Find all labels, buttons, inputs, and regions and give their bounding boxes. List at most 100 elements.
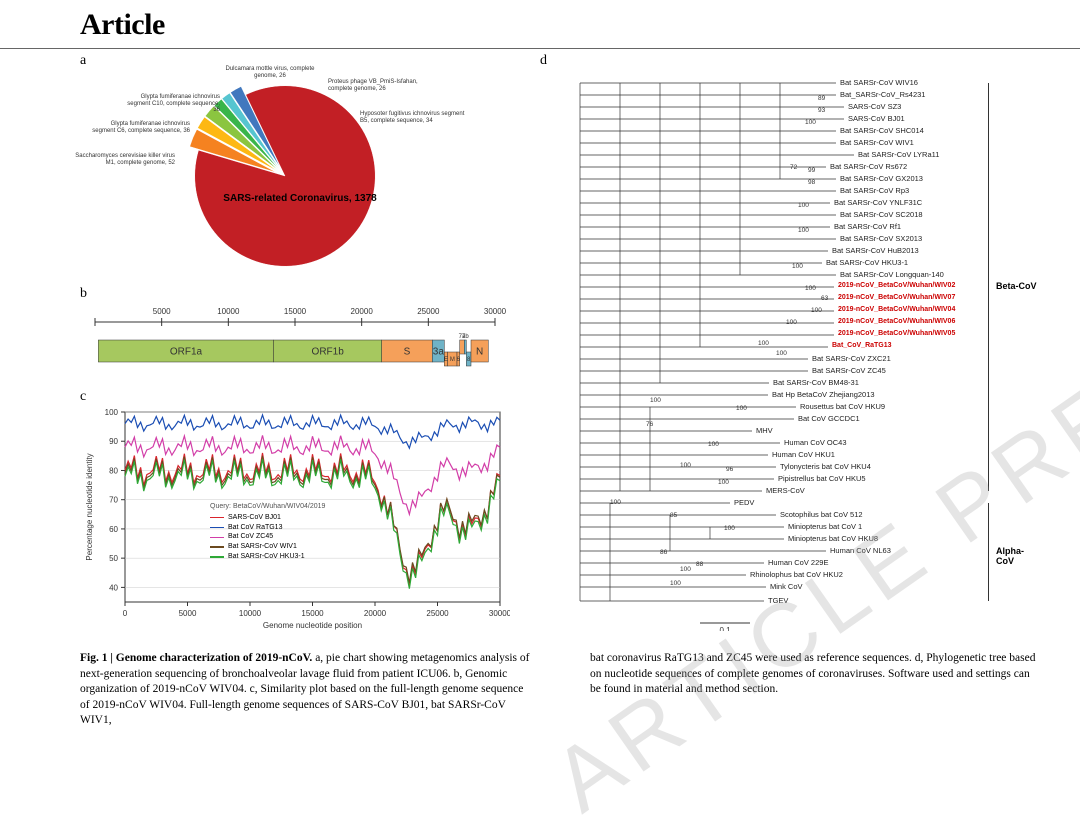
tree-taxon: 2019-nCoV_BetaCoV/Wuhan/WIV06 — [838, 318, 955, 325]
similarity-plot: 4050607080901000500010000150002000025000… — [80, 407, 520, 632]
svg-text:90: 90 — [109, 437, 118, 446]
tree-bootstrap: 93 — [818, 107, 825, 114]
pie-label-5: Proteus phage VB_PmiS-Isfahan, complete … — [328, 79, 428, 92]
svg-text:Percentage nucleotide identity: Percentage nucleotide identity — [85, 453, 94, 560]
tree-bootstrap: 86 — [660, 549, 667, 556]
svg-text:E: E — [444, 357, 448, 363]
tree-taxon: Bat SARSr-CoV YNLF31C — [834, 198, 922, 207]
tree-bootstrap: 100 — [798, 202, 809, 209]
tree-taxon: Human CoV 229E — [768, 558, 828, 567]
tree-taxon: Bat SARSr-CoV WIV1 — [840, 138, 914, 147]
phylo-tree: 0.1 Bat SARSr-CoV WIV16Bat_SARSr-CoV_Rs4… — [540, 71, 1040, 641]
svg-text:70: 70 — [109, 496, 118, 505]
tree-taxon: 2019-nCoV_BetaCoV/Wuhan/WIV05 — [838, 330, 955, 337]
genome-map: 50001000015000200002500030000ORF1aORF1bS… — [80, 304, 520, 389]
tree-taxon: Bat_CoV_RaTG13 — [832, 342, 892, 349]
pie-main-label: SARS-related Coronavirus, 1378 — [210, 193, 390, 204]
tree-taxon: Bat SARSr-CoV BM48-31 — [773, 378, 859, 387]
svg-text:100: 100 — [105, 408, 119, 417]
svg-text:30000: 30000 — [489, 609, 510, 618]
svg-text:60: 60 — [109, 525, 118, 534]
svg-text:10000: 10000 — [217, 307, 240, 316]
tree-taxon: Mink CoV — [770, 582, 803, 591]
tree-taxon: TGEV — [768, 596, 788, 605]
tree-bootstrap: 72 — [790, 164, 797, 171]
panel-b-label: b — [80, 286, 520, 302]
legend-row: Bat CoV RaTG13 — [210, 523, 325, 533]
tree-bootstrap: 100 — [670, 580, 681, 587]
svg-text:15000: 15000 — [301, 609, 324, 618]
tree-taxon: Rousettus bat CoV HKU9 — [800, 402, 885, 411]
legend-row: Bat CoV ZC45 — [210, 532, 325, 542]
tree-taxon: Pipistrellus bat CoV HKU5 — [778, 474, 866, 483]
tree-taxon: Bat SARSr-CoV Rp3 — [840, 186, 909, 195]
pie-label-3: Glypta fumiferanae ichnovirus segment C1… — [120, 94, 220, 114]
tree-taxon: Miniopterus bat CoV HKU8 — [788, 534, 878, 543]
tree-taxon: Miniopterus bat CoV 1 — [788, 522, 862, 531]
svg-text:Genome nucleotide position: Genome nucleotide position — [263, 621, 362, 630]
tree-taxon: Bat SARSr-CoV Longquan-140 — [840, 270, 944, 279]
svg-text:25000: 25000 — [417, 307, 440, 316]
svg-text:M: M — [450, 357, 455, 363]
tree-taxon: 2019-nCoV_BetaCoV/Wuhan/WIV04 — [838, 306, 955, 313]
tree-taxon: Bat SARSr-CoV LYRa11 — [858, 150, 939, 159]
tree-taxon: MHV — [756, 426, 773, 435]
tree-bootstrap: 96 — [726, 466, 733, 473]
tree-taxon: Bat SARSr-CoV SC2018 — [840, 210, 923, 219]
legend-query: Query: BetaCoV/Wuhan/WIV04/2019 — [210, 502, 325, 512]
tree-taxon: Tylonycteris bat CoV HKU4 — [780, 462, 871, 471]
legend-row: Bat SARSr-CoV HKU3-1 — [210, 552, 325, 562]
caption-right: bat coronavirus RaTG13 and ZC45 were use… — [590, 652, 1035, 695]
svg-text:15000: 15000 — [284, 307, 307, 316]
tree-bootstrap: 88 — [696, 561, 703, 568]
tree-bootstrap: 100 — [718, 479, 729, 486]
tree-bootstrap: 100 — [805, 119, 816, 126]
tree-taxon: PEDV — [734, 498, 754, 507]
legend-row: SARS-CoV BJ01 — [210, 513, 325, 523]
svg-text:6: 6 — [457, 357, 461, 363]
tree-taxon: Bat SARSr-CoV GX2013 — [840, 174, 923, 183]
tree-bootstrap: 100 — [708, 441, 719, 448]
tree-taxon: Bat SARSr-CoV SHC014 — [840, 126, 924, 135]
tree-taxon: Scotophilus bat CoV 512 — [780, 510, 863, 519]
svg-text:0.1: 0.1 — [719, 626, 731, 631]
tree-bootstrap: 100 — [610, 499, 621, 506]
tree-bootstrap: 100 — [786, 319, 797, 326]
tree-taxon: MERS-CoV — [766, 486, 805, 495]
tree-taxon: Human CoV HKU1 — [772, 450, 835, 459]
tree-bootstrap: 100 — [680, 462, 691, 469]
tree-bootstrap: 99 — [808, 167, 815, 174]
tree-bootstrap: 100 — [758, 340, 769, 347]
tree-taxon: Bat_SARSr-CoV_Rs4231 — [840, 90, 925, 99]
tree-bootstrap: 100 — [805, 285, 816, 292]
tree-taxon: Bat SARSr-CoV SX2013 — [840, 234, 922, 243]
tree-taxon: 2019-nCoV_BetaCoV/Wuhan/WIV02 — [838, 282, 955, 289]
tree-bootstrap: 85 — [670, 512, 677, 519]
tree-bootstrap: 100 — [724, 525, 735, 532]
tree-bootstrap: 100 — [798, 227, 809, 234]
svg-text:5000: 5000 — [153, 307, 171, 316]
svg-text:25000: 25000 — [426, 609, 449, 618]
svg-text:3a: 3a — [433, 346, 445, 357]
svg-text:50: 50 — [109, 554, 118, 563]
tree-taxon: Bat SARSr-CoV ZXC21 — [812, 354, 891, 363]
tree-taxon: Bat SARSr-CoV Rs672 — [830, 162, 907, 171]
tree-bootstrap: 100 — [736, 405, 747, 412]
svg-text:ORF1b: ORF1b — [312, 346, 345, 357]
svg-text:40: 40 — [109, 583, 118, 592]
tree-taxon: Bat SARSr-CoV Rf1 — [834, 222, 901, 231]
pie-chart: SARS-related Coronavirus, 1378 Saccharom… — [80, 71, 520, 286]
tree-bootstrap: 98 — [808, 179, 815, 186]
panel-c-label: c — [80, 389, 520, 405]
pie-label-6: Hyposoter fugitivus ichnovirus segment B… — [360, 111, 470, 124]
clade-label: Alpha-CoV — [996, 546, 1040, 566]
legend-row: Bat SARSr-CoV WIV1 — [210, 542, 325, 552]
tree-taxon: 2019-nCoV_BetaCoV/Wuhan/WIV07 — [838, 294, 955, 301]
tree-bootstrap: 89 — [818, 95, 825, 102]
tree-bootstrap: 100 — [811, 307, 822, 314]
fig-title: Genome characterization of 2019-nCoV. — [116, 652, 313, 664]
svg-text:30000: 30000 — [484, 307, 507, 316]
article-header: Article — [0, 0, 1080, 49]
pie-label-1: Saccharomyces cerevisiae killer virus M1… — [75, 153, 175, 166]
figure-1: a SARS-related Coronavirus, 1378 Sacchar… — [0, 49, 1080, 641]
